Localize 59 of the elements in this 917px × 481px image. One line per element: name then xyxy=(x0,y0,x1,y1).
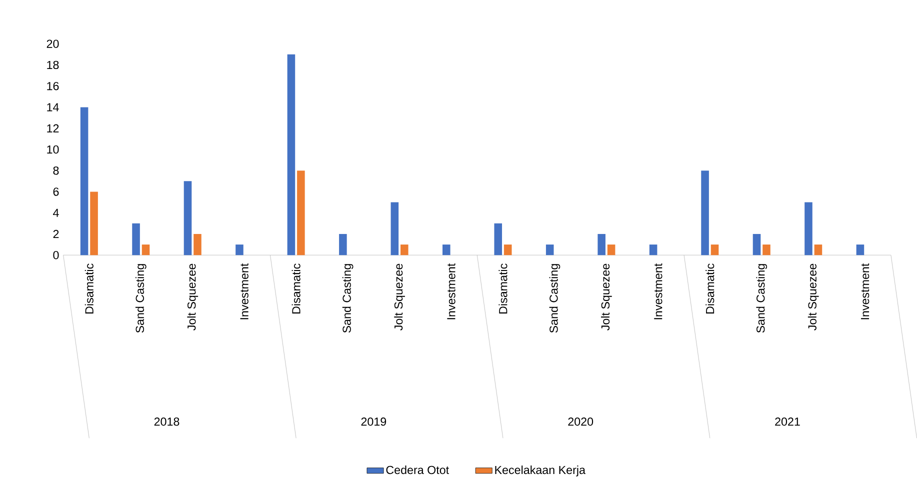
x-tick-label: Sand Casting xyxy=(342,264,354,333)
y-tick-label: 12 xyxy=(47,124,59,132)
y-tick-label: 16 xyxy=(47,82,59,90)
bar xyxy=(184,181,192,256)
y-tick-label: 6 xyxy=(53,188,59,196)
bar xyxy=(762,244,770,256)
bar xyxy=(194,234,202,256)
text: 2019 xyxy=(361,417,386,426)
text: 2018 xyxy=(154,417,180,426)
bar xyxy=(701,170,709,256)
y-tick-label: 18 xyxy=(47,60,59,70)
bar xyxy=(400,244,408,256)
bar xyxy=(607,244,616,256)
y-tick-label: 14 xyxy=(47,103,59,112)
bar xyxy=(804,202,812,256)
x-tick-label: Investment xyxy=(861,263,870,320)
y-tick-label: 20 xyxy=(46,40,59,48)
text: 2020 xyxy=(568,417,594,426)
y-tick-label: 0 xyxy=(53,250,59,260)
bar xyxy=(297,170,305,256)
text: 2021 xyxy=(775,417,800,426)
bar xyxy=(236,244,244,256)
y-tick-label: 4 xyxy=(53,208,59,217)
legend-label: Cedera Otot xyxy=(386,466,449,474)
bar xyxy=(80,107,88,256)
bar xyxy=(494,223,502,256)
x-tick-label: Disamatic xyxy=(706,264,714,314)
x-tick-label: Jolt Squezee xyxy=(808,264,819,330)
x-tick-label: Disamatic xyxy=(292,264,300,314)
x-tick-label: Jolt Squezee xyxy=(187,264,198,330)
x-tick-label: Sand Casting xyxy=(135,264,146,333)
x-tick-label: Sand Casting xyxy=(756,264,768,333)
bar xyxy=(814,244,822,256)
bar xyxy=(856,244,864,256)
bar xyxy=(649,244,658,256)
legend-label: Kecelakaan Kerja xyxy=(495,466,586,476)
bar xyxy=(598,234,606,256)
x-tick-label: Jolt Squezee xyxy=(601,264,612,330)
y-tick-label: 8 xyxy=(53,166,59,175)
bar xyxy=(504,244,512,256)
x-tick-label: Investment xyxy=(654,263,662,320)
bar xyxy=(287,54,296,256)
x-tick-label: Investment xyxy=(447,263,456,320)
x-tick-label: Disamatic xyxy=(84,264,94,314)
bar xyxy=(390,202,399,256)
bar xyxy=(442,244,450,256)
x-tick-label: Sand Casting xyxy=(549,264,560,333)
x-tick-label: Disamatic xyxy=(498,264,508,314)
bar xyxy=(339,234,347,256)
bar xyxy=(132,223,140,256)
bar xyxy=(90,192,98,256)
bar xyxy=(142,244,150,256)
bar xyxy=(710,244,719,256)
y-tick-label: 10 xyxy=(47,145,59,154)
x-tick-label: Jolt Squezee xyxy=(394,264,405,330)
x-tick-label: Investment xyxy=(240,263,248,320)
bar xyxy=(546,244,554,256)
bar xyxy=(752,234,761,256)
y-tick-label: 2 xyxy=(53,230,59,238)
